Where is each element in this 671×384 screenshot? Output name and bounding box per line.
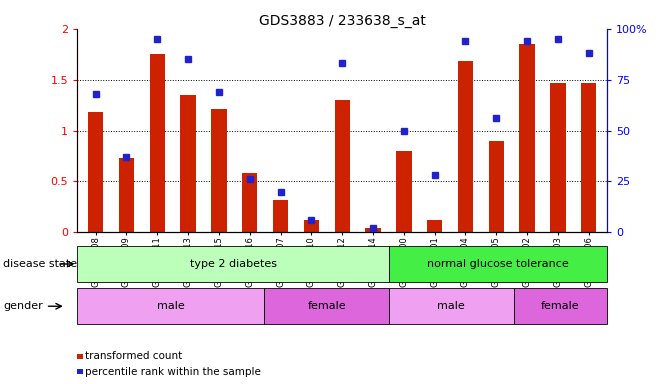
Bar [458,61,473,232]
Bar [335,100,350,232]
Text: disease state: disease state [3,259,77,269]
Text: percentile rank within the sample: percentile rank within the sample [85,367,261,377]
Text: transformed count: transformed count [85,351,183,361]
Text: type 2 diabetes: type 2 diabetes [190,259,276,269]
Text: male: male [157,301,185,311]
Bar [488,141,504,232]
Text: gender: gender [3,301,43,311]
Bar [273,200,289,232]
Text: normal glucose tolerance: normal glucose tolerance [427,259,569,269]
Bar [550,83,566,232]
Bar [396,151,411,232]
Text: male: male [437,301,465,311]
Bar [427,220,442,232]
Bar [150,54,165,232]
Title: GDS3883 / 233638_s_at: GDS3883 / 233638_s_at [259,14,425,28]
Bar [242,173,258,232]
Bar [211,109,227,232]
Bar [581,83,597,232]
Bar [519,44,535,232]
Text: female: female [307,301,346,311]
Bar [180,95,196,232]
Bar [365,228,380,232]
Bar [304,220,319,232]
Bar [88,112,103,232]
Text: female: female [541,301,580,311]
Bar [119,158,134,232]
